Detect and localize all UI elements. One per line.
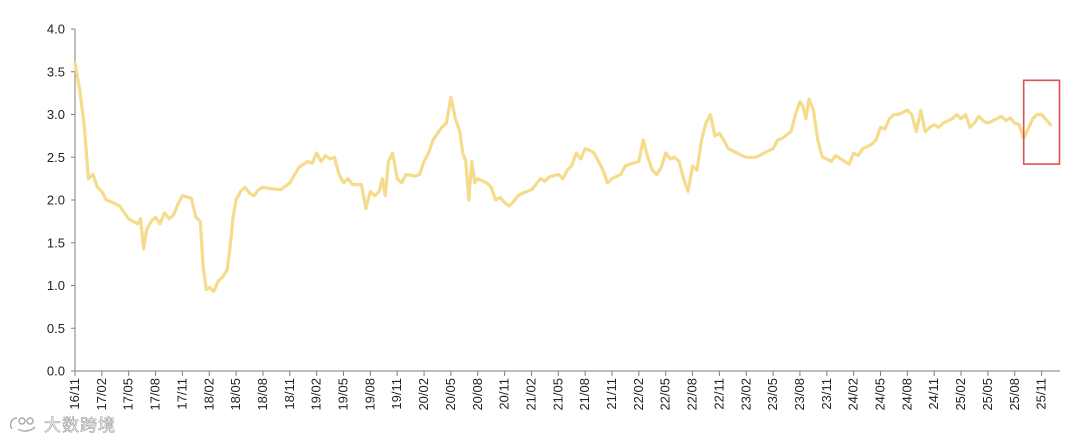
x-tick-label: 19/08 <box>362 378 377 411</box>
annotation-layer <box>1022 79 1061 165</box>
x-tick-label: 23/02 <box>738 378 753 411</box>
x-tick-label: 25/05 <box>980 378 995 411</box>
watermark-logo-icon <box>9 416 36 432</box>
x-tick-label: 21/02 <box>523 378 538 411</box>
y-tick-label: 1.5 <box>47 235 65 250</box>
highlight-box <box>1022 79 1061 165</box>
x-tick-label: 25/11 <box>1034 378 1049 410</box>
x-tick-label: 21/05 <box>550 378 565 411</box>
x-tick-label: 21/11 <box>604 378 619 410</box>
x-tick-label: 21/08 <box>577 378 592 411</box>
x-axis: 16/11 17/02 17/05 17/08 17/11 18/02 18/05 18/08… <box>67 370 1060 411</box>
y-tick-label: 3.5 <box>47 64 65 79</box>
x-tick-label: 22/11 <box>711 378 726 410</box>
y-tick-label: 0.5 <box>47 321 65 336</box>
x-tick-label: 25/08 <box>1007 378 1022 411</box>
x-tick-label: 19/11 <box>389 378 404 410</box>
y-tick-label: 4.0 <box>47 22 65 37</box>
x-tick-label: 17/02 <box>94 378 109 411</box>
x-tick-label: 18/11 <box>282 378 297 410</box>
x-tick-label: 17/08 <box>148 378 163 411</box>
x-tick-label: 25/02 <box>953 378 968 411</box>
y-tick-label: 2.5 <box>47 150 65 165</box>
x-tick-label: 20/02 <box>416 378 431 411</box>
series-layer <box>73 61 1053 294</box>
watermark: 大数跨境 <box>8 411 116 436</box>
x-tick-label: 19/05 <box>336 378 351 411</box>
y-axis: 0.0 0.5 1.0 1.5 2.0 2.5 3.0 3.5 4.0 <box>47 22 76 379</box>
x-tick-label: 20/05 <box>443 378 458 411</box>
y-tick-label: 0.0 <box>47 364 65 379</box>
y-tick-label: 1.0 <box>47 278 65 293</box>
series-line-0 <box>73 61 1053 294</box>
x-tick-label: 22/05 <box>658 378 673 411</box>
x-tick-label: 17/11 <box>174 378 189 410</box>
x-tick-label: 23/05 <box>765 378 780 411</box>
y-tick-label: 3.0 <box>47 107 65 122</box>
y-tick-label: 2.0 <box>47 193 65 208</box>
x-tick-label: 22/08 <box>685 378 700 411</box>
x-tick-label: 20/08 <box>470 378 485 411</box>
x-tick-label: 18/02 <box>201 378 216 411</box>
x-tick-label: 24/02 <box>846 378 861 411</box>
x-tick-label: 19/02 <box>309 378 324 411</box>
x-tick-label: 16/11 <box>67 378 82 410</box>
x-tick-label: 23/08 <box>792 378 807 411</box>
x-tick-label: 24/08 <box>899 378 914 411</box>
x-tick-label: 18/08 <box>255 378 270 411</box>
x-tick-label: 23/11 <box>819 378 834 410</box>
x-tick-label: 24/05 <box>873 378 888 411</box>
x-tick-label: 24/11 <box>926 378 941 410</box>
x-tick-label: 20/11 <box>497 378 512 410</box>
watermark-text: 大数跨境 <box>44 416 116 437</box>
x-tick-label: 22/02 <box>631 378 646 411</box>
x-tick-label: 18/05 <box>228 378 243 411</box>
x-tick-label: 17/05 <box>121 378 136 411</box>
